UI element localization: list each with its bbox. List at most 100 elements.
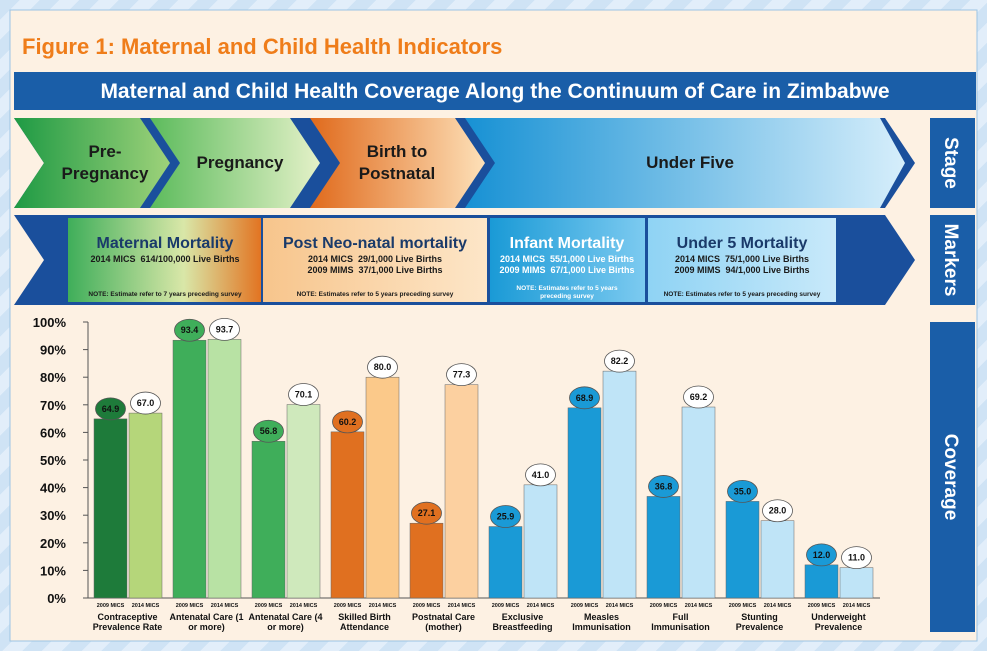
bar xyxy=(251,440,286,599)
bar xyxy=(760,520,795,599)
stage-label: Pre- xyxy=(88,142,121,161)
marker-line: 2009 MIMS 67/1,000 Live Births xyxy=(499,265,634,275)
value-bubble xyxy=(490,505,521,528)
marker-title: Infant Mortality xyxy=(510,235,625,252)
stage-chevron xyxy=(310,118,485,208)
marker-line: 2014 MICS 614/100,000 Live Births xyxy=(90,254,239,264)
value-bubble xyxy=(525,463,556,487)
y-tick-label: 40% xyxy=(40,481,66,496)
stage-label: Pregnancy xyxy=(62,164,149,183)
marker-note: NOTE: Estimates refer to 5 years precedi… xyxy=(664,291,821,298)
stage-label: Postnatal xyxy=(359,164,436,183)
stage-chevron xyxy=(465,118,905,208)
category-label: Underweight Prevalence xyxy=(811,612,866,632)
bar xyxy=(488,526,523,599)
stage-label: Under Five xyxy=(646,153,734,172)
value-bubble xyxy=(569,386,600,410)
bar xyxy=(681,406,716,599)
marker-line: 2014 MICS 75/1,000 Live Births xyxy=(675,254,809,264)
category-label: Contraceptive Prevalence Rate xyxy=(92,612,163,632)
stage-chevron xyxy=(150,118,320,208)
value-bubble xyxy=(762,499,793,523)
marker-box xyxy=(263,218,487,302)
stage-label: Pregnancy xyxy=(197,153,284,172)
value-bubble xyxy=(411,501,442,525)
value-bubble xyxy=(288,383,319,406)
y-tick-label: 50% xyxy=(40,453,66,468)
bar xyxy=(365,376,400,599)
value-bubble xyxy=(446,363,477,387)
y-tick-label: 20% xyxy=(40,536,66,551)
value-label: 82.2 xyxy=(611,356,629,366)
value-label: 41.0 xyxy=(532,470,550,480)
bar-series-label: 2009 MICS xyxy=(571,603,599,609)
category-label: Skilled Birth Attendance xyxy=(338,612,391,632)
marker-line: 2009 MIMS 94/1,000 Live Births xyxy=(674,265,809,275)
category-label: Measles Immunisation xyxy=(572,612,631,632)
value-label: 36.8 xyxy=(655,481,673,491)
bar xyxy=(330,431,365,599)
marker-note: preceding survey xyxy=(540,293,594,300)
marker-line: 2014 MICS 55/1,000 Live Births xyxy=(500,254,634,264)
value-label: 25.9 xyxy=(497,512,515,522)
y-tick-label: 100% xyxy=(33,315,67,330)
bar-series-label: 2014 MICS xyxy=(448,603,476,609)
y-tick-label: 10% xyxy=(40,563,66,578)
value-bubble xyxy=(683,385,714,409)
bar xyxy=(286,404,321,599)
bar-series-label: 2009 MICS xyxy=(255,603,283,609)
category-label: Antenatal Care (4 or more) xyxy=(248,612,323,632)
marker-title: Under 5 Mortality xyxy=(677,235,808,252)
bar-series-label: 2014 MICS xyxy=(290,603,318,609)
bar-series-label: 2009 MICS xyxy=(492,603,520,609)
value-bubble xyxy=(174,318,205,342)
bar-series-label: 2009 MICS xyxy=(413,603,441,609)
marker-box xyxy=(648,218,836,302)
value-label: 27.1 xyxy=(418,508,436,518)
bar xyxy=(523,484,558,599)
bar xyxy=(409,522,444,599)
category-label: Antenatal Care (1 or more) xyxy=(169,612,244,632)
marker-line: 2009 MIMS 37/1,000 Live Births xyxy=(307,265,442,275)
marker-note: NOTE: Estimates refer to 5 years xyxy=(516,285,618,292)
value-bubble xyxy=(367,355,398,379)
marker-line: 2014 MICS 29/1,000 Live Births xyxy=(308,254,442,264)
bar-series-label: 2009 MICS xyxy=(650,603,678,609)
bar-series-label: 2014 MICS xyxy=(211,603,239,609)
y-tick-label: 70% xyxy=(40,398,66,413)
category-label: Full Immunisation xyxy=(651,612,710,632)
value-bubble xyxy=(806,543,837,567)
value-bubble xyxy=(648,475,679,498)
side-label: Stage xyxy=(940,137,961,189)
value-bubble xyxy=(727,479,758,503)
marker-box xyxy=(68,218,261,302)
bar-series-label: 2014 MICS xyxy=(843,603,871,609)
value-label: 11.0 xyxy=(848,553,865,563)
value-label: 56.8 xyxy=(260,426,278,436)
bar-series-label: 2014 MICS xyxy=(606,603,634,609)
side-box xyxy=(930,215,975,305)
y-tick-label: 60% xyxy=(40,425,66,440)
y-tick-label: 30% xyxy=(40,508,66,523)
y-tick-label: 80% xyxy=(40,370,66,385)
value-bubble xyxy=(332,410,363,434)
bar-series-label: 2014 MICS xyxy=(132,603,160,609)
bar xyxy=(128,412,163,599)
figure-title: Figure 1: Maternal and Child Health Indi… xyxy=(22,34,502,59)
banner xyxy=(14,72,976,110)
marker-title: Post Neo-natal mortality xyxy=(283,235,467,252)
bar xyxy=(725,501,760,599)
side-label: Markers xyxy=(940,224,961,297)
category-label: Exclusive Breastfeeding xyxy=(492,612,553,632)
bar xyxy=(646,496,681,599)
category-label: Stunting Prevalence xyxy=(735,612,784,632)
value-label: 67.0 xyxy=(137,398,155,408)
value-bubble xyxy=(95,397,126,421)
bar xyxy=(804,564,839,599)
stage-chevron xyxy=(14,118,170,208)
value-label: 80.0 xyxy=(374,362,392,372)
side-box xyxy=(930,118,975,208)
value-bubble xyxy=(209,317,240,341)
bar xyxy=(444,384,479,599)
value-bubble xyxy=(604,349,635,373)
